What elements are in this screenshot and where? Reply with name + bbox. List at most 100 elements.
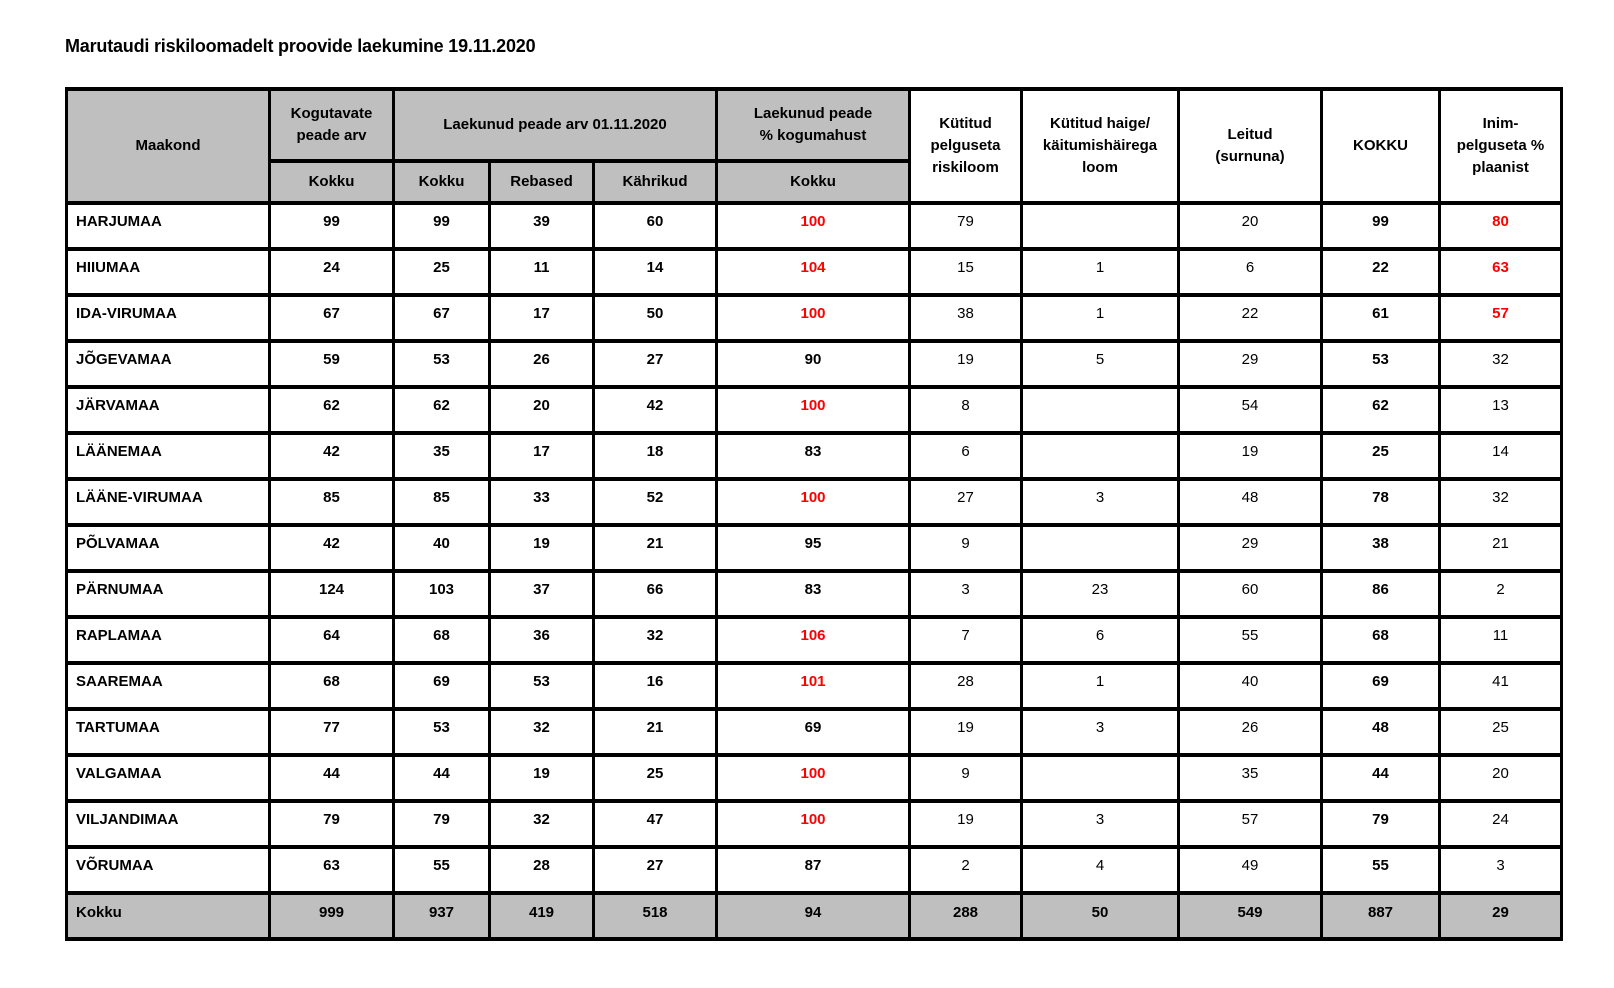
value-cell-leitud-surnuna: 29 — [1177, 339, 1323, 389]
total-laekunud-kokku: 937 — [392, 891, 491, 941]
value-cell-rebased: 39 — [488, 201, 595, 251]
value-cell-kahrikud: 47 — [592, 799, 718, 849]
value-cell-inim-pelguseta-pct: 21 — [1438, 523, 1563, 573]
value-cell-rebased: 28 — [488, 845, 595, 895]
value-cell-kytitud-pelguseta: 27 — [908, 477, 1023, 527]
value-cell-laekunud-kokku: 103 — [392, 569, 491, 619]
value-cell-kokku-total: 86 — [1320, 569, 1441, 619]
value-cell-rebased: 33 — [488, 477, 595, 527]
value-cell-kytitud-haige — [1020, 753, 1180, 803]
value-cell-kytitud-pelguseta: 6 — [908, 431, 1023, 481]
value-cell-rebased: 17 — [488, 431, 595, 481]
value-cell-kytitud-pelguseta: 19 — [908, 799, 1023, 849]
value-cell-kytitud-pelguseta: 19 — [908, 707, 1023, 757]
value-cell-kokku-total: 48 — [1320, 707, 1441, 757]
county-cell: VILJANDIMAA — [65, 799, 271, 849]
table-header: Maakond Kogutavate peade arv Laekunud pe… — [65, 87, 1563, 205]
value-cell-kytitud-haige: 6 — [1020, 615, 1180, 665]
value-cell-kahrikud: 66 — [592, 569, 718, 619]
value-cell-kytitud-pelguseta: 2 — [908, 845, 1023, 895]
table-body: HARJUMAA 99 99 39 60 100 79 20 99 80 HIIUMAA 24 25 11… — [65, 201, 1563, 895]
value-cell-kytitud-pelguseta: 79 — [908, 201, 1023, 251]
subheader-kahrikud: Kährikud — [592, 159, 718, 205]
value-cell-laekunud-kokku: 53 — [392, 707, 491, 757]
value-cell-kahrikud: 21 — [592, 707, 718, 757]
value-cell-kogutavate-kokku: 77 — [268, 707, 395, 757]
value-cell-leitud-surnuna: 29 — [1177, 523, 1323, 573]
value-cell-leitud-surnuna: 35 — [1177, 753, 1323, 803]
value-cell-kogutavate-kokku: 42 — [268, 431, 395, 481]
county-cell: PÕLVAMAA — [65, 523, 271, 573]
total-rebased: 419 — [488, 891, 595, 941]
value-cell-kokku-total: 79 — [1320, 799, 1441, 849]
county-cell: IDA-VIRUMAA — [65, 293, 271, 343]
value-cell-rebased: 20 — [488, 385, 595, 435]
header-laekunud-peade-arv: Laekunud peade arv 01.11.2020 — [392, 87, 718, 163]
value-cell-kokku-total: 99 — [1320, 201, 1441, 251]
value-cell-kogutavate-kokku: 59 — [268, 339, 395, 389]
value-cell-leitud-surnuna: 57 — [1177, 799, 1323, 849]
value-cell-inim-pelguseta-pct: 32 — [1438, 477, 1563, 527]
county-cell: HIIUMAA — [65, 247, 271, 297]
table-row: VILJANDIMAA 79 79 32 47 100 19 3 57 79 24 — [65, 799, 1563, 849]
value-cell-kahrikud: 60 — [592, 201, 718, 251]
value-cell-kokku-total: 44 — [1320, 753, 1441, 803]
value-cell-kytitud-haige — [1020, 385, 1180, 435]
value-cell-rebased: 37 — [488, 569, 595, 619]
value-cell-laekunud-kokku: 40 — [392, 523, 491, 573]
value-cell-kogutavate-kokku: 63 — [268, 845, 395, 895]
totals-row: Kokku 999 937 419 518 94 288 50 549 887 … — [65, 891, 1563, 941]
value-cell-kogutavate-kokku: 67 — [268, 293, 395, 343]
total-pct-kogumahust: 94 — [715, 891, 911, 941]
value-cell-laekunud-kokku: 53 — [392, 339, 491, 389]
value-cell-pct-kogumahust: 69 — [715, 707, 911, 757]
value-cell-rebased: 32 — [488, 799, 595, 849]
value-cell-kytitud-pelguseta: 8 — [908, 385, 1023, 435]
value-cell-kogutavate-kokku: 85 — [268, 477, 395, 527]
value-cell-inim-pelguseta-pct: 14 — [1438, 431, 1563, 481]
value-cell-kokku-total: 38 — [1320, 523, 1441, 573]
value-cell-inim-pelguseta-pct: 2 — [1438, 569, 1563, 619]
table-row: TARTUMAA 77 53 32 21 69 19 3 26 48 25 — [65, 707, 1563, 757]
value-cell-kytitud-pelguseta: 9 — [908, 523, 1023, 573]
value-cell-inim-pelguseta-pct: 80 — [1438, 201, 1563, 251]
value-cell-laekunud-kokku: 35 — [392, 431, 491, 481]
value-cell-rebased: 36 — [488, 615, 595, 665]
value-cell-inim-pelguseta-pct: 24 — [1438, 799, 1563, 849]
value-cell-rebased: 26 — [488, 339, 595, 389]
value-cell-kytitud-haige — [1020, 431, 1180, 481]
county-cell: LÄÄNEMAA — [65, 431, 271, 481]
value-cell-kokku-total: 25 — [1320, 431, 1441, 481]
table-row: JÄRVAMAA 62 62 20 42 100 8 54 62 13 — [65, 385, 1563, 435]
county-cell: RAPLAMAA — [65, 615, 271, 665]
value-cell-pct-kogumahust: 100 — [715, 293, 911, 343]
value-cell-kogutavate-kokku: 24 — [268, 247, 395, 297]
value-cell-kytitud-pelguseta: 19 — [908, 339, 1023, 389]
value-cell-kogutavate-kokku: 42 — [268, 523, 395, 573]
value-cell-laekunud-kokku: 85 — [392, 477, 491, 527]
value-cell-laekunud-kokku: 69 — [392, 661, 491, 711]
value-cell-kytitud-haige: 5 — [1020, 339, 1180, 389]
value-cell-inim-pelguseta-pct: 13 — [1438, 385, 1563, 435]
table-row: RAPLAMAA 64 68 36 32 106 7 6 55 68 11 — [65, 615, 1563, 665]
header-kytitud-pelguseta: Kütitud pelguseta riskiloom — [908, 87, 1023, 205]
value-cell-kytitud-haige: 3 — [1020, 707, 1180, 757]
value-cell-pct-kogumahust: 106 — [715, 615, 911, 665]
total-kytitud-pelguseta: 288 — [908, 891, 1023, 941]
county-cell: JÄRVAMAA — [65, 385, 271, 435]
value-cell-kogutavate-kokku: 68 — [268, 661, 395, 711]
county-cell: LÄÄNE-VIRUMAA — [65, 477, 271, 527]
totals-label: Kokku — [65, 891, 271, 941]
value-cell-leitud-surnuna: 55 — [1177, 615, 1323, 665]
value-cell-leitud-surnuna: 40 — [1177, 661, 1323, 711]
total-kogutavate: 999 — [268, 891, 395, 941]
value-cell-kytitud-pelguseta: 9 — [908, 753, 1023, 803]
value-cell-kahrikud: 27 — [592, 845, 718, 895]
value-cell-pct-kogumahust: 100 — [715, 477, 911, 527]
value-cell-inim-pelguseta-pct: 25 — [1438, 707, 1563, 757]
value-cell-leitud-surnuna: 20 — [1177, 201, 1323, 251]
header-laekunud-pct: Laekunud peade % kogumahust — [715, 87, 911, 163]
page-title: Marutaudi riskiloomadelt proovide laekum… — [65, 36, 536, 56]
value-cell-kahrikud: 27 — [592, 339, 718, 389]
value-cell-kokku-total: 61 — [1320, 293, 1441, 343]
